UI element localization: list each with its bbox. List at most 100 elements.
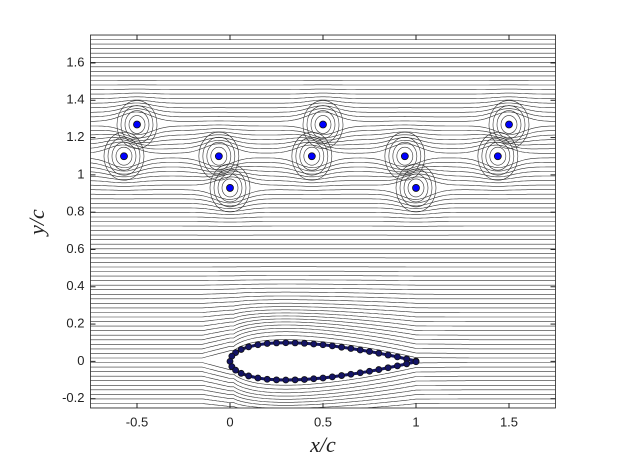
airfoil-point [300, 376, 308, 383]
vortex-streamline [399, 168, 433, 208]
vortex-streamline [388, 136, 422, 176]
airfoil-point [273, 339, 280, 347]
streamline [90, 380, 556, 397]
airfoil-point [384, 364, 392, 372]
vortex [120, 152, 128, 161]
streamline [90, 302, 556, 309]
vortex-streamline [115, 146, 133, 166]
streamline [90, 134, 556, 143]
y-tick-label: 0.4 [66, 278, 84, 293]
streamline [90, 96, 556, 99]
streamline [90, 92, 556, 95]
vortex-streamline [124, 110, 150, 139]
airfoil-point [347, 345, 355, 352]
vortex-streamline [107, 136, 141, 176]
airfoil-point [356, 369, 364, 377]
vortex-streamline [403, 173, 429, 203]
vortex-streamline [206, 141, 232, 171]
airfoil-point [319, 374, 327, 382]
streamline [90, 375, 556, 394]
streamline [90, 331, 556, 350]
airfoil-point [263, 375, 271, 383]
airfoil-point [338, 343, 346, 351]
y-tick-label: 1.6 [66, 54, 84, 69]
x-tick-label: 0.5 [314, 414, 332, 429]
airfoil-point [328, 342, 336, 350]
airfoil-point [319, 341, 327, 349]
streamline [90, 165, 556, 175]
airfoil [228, 341, 417, 382]
airfoil-point [245, 343, 253, 351]
airfoil-point [282, 339, 290, 347]
vortex-streamline [488, 100, 530, 149]
vortex-streamline [128, 115, 146, 134]
vortex-streamline [302, 100, 344, 149]
vortex [493, 152, 502, 161]
airfoil-point [310, 340, 318, 348]
vortex [412, 184, 420, 192]
airfoil-point [237, 346, 245, 353]
streamline [90, 321, 556, 336]
vortex-streamline [500, 115, 518, 134]
y-axis-label: y/c [24, 209, 49, 237]
vortex [226, 184, 234, 192]
airfoil-point [254, 341, 262, 349]
streamline [90, 111, 556, 122]
vortex-streamline [213, 168, 247, 208]
streamline [90, 176, 556, 187]
streamline [90, 88, 556, 90]
x-tick-label: -0.5 [126, 414, 148, 429]
vortex-streamline [295, 136, 329, 176]
airfoil-point [375, 366, 383, 373]
vortex-streamline [489, 146, 507, 166]
airfoil-point [254, 374, 262, 382]
vortex-streamline [477, 131, 519, 181]
streamline [90, 169, 556, 178]
vortex [307, 152, 316, 161]
airfoil-point [393, 353, 401, 361]
streamline [90, 193, 556, 204]
airfoil-point [366, 348, 373, 355]
streamline [90, 318, 556, 331]
streamline [90, 389, 556, 403]
airfoil-point [384, 351, 392, 359]
y-tick-label: 1.2 [66, 129, 84, 144]
vortex-streamline [314, 115, 332, 134]
streamline [90, 171, 556, 181]
airfoil-point [291, 339, 299, 347]
airfoil-point [300, 339, 308, 347]
streamline [90, 140, 556, 150]
airfoil-point [282, 376, 290, 384]
vortex-streamline [209, 163, 251, 213]
airfoil-point [403, 360, 411, 368]
vortex-streamline [392, 141, 418, 171]
streamline [90, 173, 556, 184]
streamline [90, 309, 556, 318]
vortex-streamline [485, 141, 511, 171]
airfoil-point [310, 375, 318, 383]
y-tick-label: 0.6 [66, 241, 84, 256]
streamline [90, 124, 556, 135]
y-tick-label: 0.8 [66, 204, 84, 219]
streamline [90, 366, 556, 386]
streamline [90, 385, 556, 400]
streamline [90, 143, 556, 154]
vortex [319, 120, 327, 129]
x-tick-label: 0 [226, 414, 233, 429]
airfoil-point [232, 366, 239, 374]
streamline [90, 275, 556, 277]
streamline [90, 131, 556, 141]
airfoil-point [328, 373, 336, 381]
streamline [90, 221, 556, 223]
streamline [90, 279, 556, 281]
airfoil-point [375, 349, 383, 357]
airfoil-point [245, 372, 253, 380]
vortex-streamline [116, 100, 158, 149]
airfoil-point [412, 358, 420, 366]
vortex-streamline [217, 173, 243, 203]
streamline [90, 216, 556, 219]
airfoil-point [338, 372, 346, 379]
vortex-streamline [202, 136, 236, 176]
x-tick-label: 1.5 [500, 414, 518, 429]
vortex-streamline [221, 178, 239, 198]
